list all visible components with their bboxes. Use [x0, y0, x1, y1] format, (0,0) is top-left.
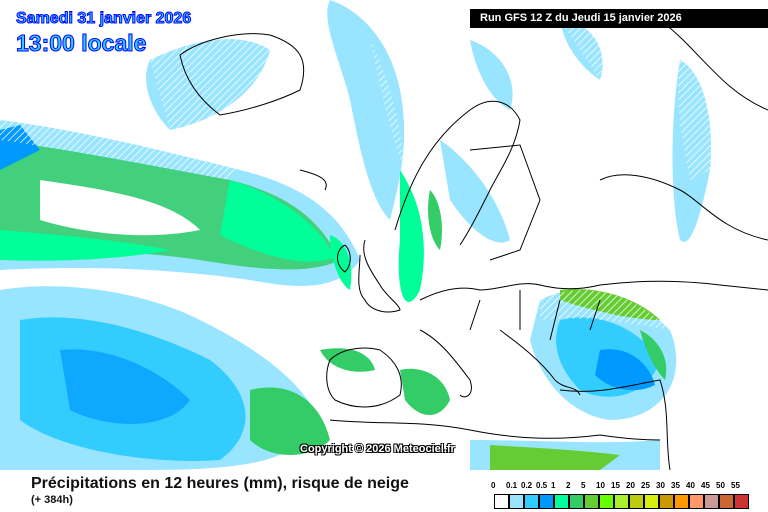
legend-label: 10	[596, 481, 605, 490]
legend-swatch	[689, 494, 704, 509]
legend-swatch	[509, 494, 524, 509]
legend-swatch	[734, 494, 749, 509]
legend-label: 0.5	[536, 481, 548, 490]
map-title: Précipitations en 12 heures (mm), risque…	[31, 475, 409, 492]
legend-label: 55	[731, 481, 740, 490]
run-info: Run GFS 12 Z du Jeudi 15 janvier 2026	[470, 9, 768, 28]
legend-swatch	[629, 494, 644, 509]
legend-label: 0.1	[506, 481, 518, 490]
legend-swatch	[494, 494, 509, 509]
valid-date: Samedi 31 janvier 2026	[15, 10, 192, 28]
legend-label: 1	[551, 481, 556, 490]
legend-swatch	[539, 494, 554, 509]
coastlines-borders	[179, 19, 768, 470]
legend-label: 35	[671, 481, 680, 490]
legend-swatch	[659, 494, 674, 509]
copyright: Copyright © 2026 Meteociel.fr	[300, 443, 455, 455]
legend-label: 30	[656, 481, 665, 490]
legend-swatch	[704, 494, 719, 509]
forecast-lead: (+ 384h)	[31, 494, 73, 506]
legend-label: 0	[491, 481, 496, 490]
legend-label: 50	[716, 481, 725, 490]
precip-fields	[0, 0, 711, 470]
legend-swatch	[524, 494, 539, 509]
legend-swatch	[584, 494, 599, 509]
legend-swatch	[569, 494, 584, 509]
precipitation-map	[0, 0, 768, 470]
legend-label: 15	[611, 481, 620, 490]
legend-swatch	[614, 494, 629, 509]
legend-label: 5	[581, 481, 586, 490]
legend-swatch	[674, 494, 689, 509]
legend-label: 0.2	[521, 481, 533, 490]
valid-time: 13:00 locale	[15, 30, 147, 57]
footer: Précipitations en 12 heures (mm), risque…	[0, 470, 768, 512]
legend-label: 25	[641, 481, 650, 490]
legend-swatch	[719, 494, 734, 509]
legend-swatch	[644, 494, 659, 509]
legend-label: 2	[566, 481, 571, 490]
legend-label: 20	[626, 481, 635, 490]
legend-swatch	[554, 494, 569, 509]
legend-swatch	[599, 494, 614, 509]
legend-label: 45	[701, 481, 710, 490]
legend-label: 40	[686, 481, 695, 490]
